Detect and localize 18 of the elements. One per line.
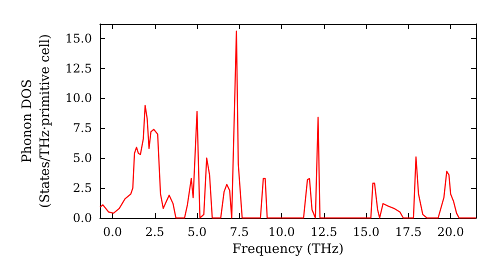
x-tick-label: 15.0	[352, 225, 380, 239]
y-tick-label: 12.5	[65, 61, 92, 76]
x-tick-label: 12.5	[310, 225, 338, 239]
x-tick-label: 17.5	[395, 225, 422, 239]
x-axis-title: Frequency (THz)	[232, 242, 344, 257]
x-tick-label: 20.0	[437, 225, 464, 239]
x-tick-label: 5.0	[187, 225, 207, 239]
x-tick-label: 2.5	[145, 225, 164, 239]
x-tick-label: 0.0	[102, 225, 122, 239]
y-tick-label: 0.0	[72, 211, 92, 225]
y-tick-label: 5.0	[72, 151, 92, 166]
y-tick-label: 15.0	[65, 31, 92, 46]
y-tick-label: 10.0	[65, 91, 92, 106]
y-axis-title: Phonon DOS (States/THz·primitive cell)	[20, 34, 53, 208]
x-tick-label: 10.0	[268, 225, 295, 239]
x-tick-label: 7.5	[230, 225, 249, 239]
y-tick-label: 2.5	[72, 181, 92, 196]
y-tick-label: 7.5	[72, 121, 92, 136]
